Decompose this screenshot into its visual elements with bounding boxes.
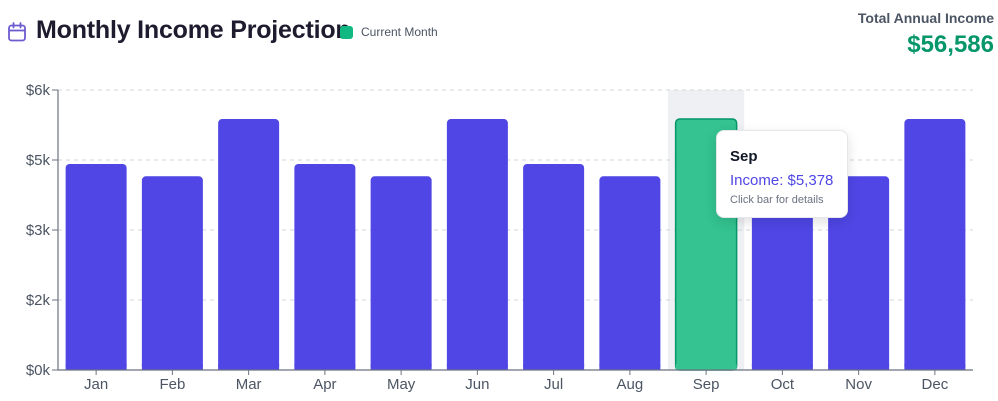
x-tick-label: Feb: [159, 376, 185, 393]
bar-base: [294, 364, 356, 370]
x-tick-label: Jun: [465, 376, 489, 393]
bar-tooltip: Sep Income: $5,378 Click bar for details: [716, 130, 848, 218]
total-annual-income-value: $56,586: [907, 31, 994, 58]
x-tick-label: Jul: [544, 376, 563, 393]
bar-jun[interactable]: [446, 119, 508, 370]
total-annual-income-label: Total Annual Income: [857, 10, 994, 26]
x-tick-label: Apr: [313, 376, 336, 393]
x-tick-label: Oct: [771, 376, 795, 393]
y-tick-label: $6k: [26, 82, 51, 99]
x-tick-label: Sep: [693, 376, 720, 393]
bar-base: [218, 364, 280, 370]
tooltip-income: Income: $5,378: [730, 172, 834, 189]
bar-oct[interactable]: [751, 176, 813, 370]
chart-legend: Current Month: [340, 25, 438, 39]
y-tick-label: $5k: [26, 152, 51, 169]
bar-base: [751, 364, 813, 370]
bar-jan[interactable]: [65, 164, 127, 370]
bar-base: [828, 364, 890, 370]
bar-base: [65, 364, 127, 370]
bar-base: [446, 364, 508, 370]
bar-dec[interactable]: [904, 119, 966, 370]
legend-label-current-month: Current Month: [361, 25, 438, 39]
bar-base: [675, 364, 737, 370]
chart-title: Monthly Income Projection: [36, 16, 351, 44]
bar-may[interactable]: [370, 176, 432, 370]
bar-feb[interactable]: [141, 176, 203, 370]
bar-base: [904, 364, 966, 370]
legend-swatch-current-month: [340, 25, 353, 39]
x-tick-label: Aug: [617, 376, 644, 393]
y-tick-label: $3k: [26, 222, 51, 239]
bar-base: [370, 364, 432, 370]
bar-base: [523, 364, 585, 370]
y-tick-label: $0k: [26, 362, 51, 379]
x-tick-label: Dec: [922, 376, 949, 393]
bar-aug[interactable]: [599, 176, 661, 370]
bar-base: [141, 364, 203, 370]
bar-base: [599, 364, 661, 370]
x-tick-label: Mar: [236, 376, 262, 393]
chart-header: Monthly Income Projection Current Month …: [0, 0, 998, 80]
x-tick-label: Jan: [84, 376, 108, 393]
bar-nov[interactable]: [828, 176, 890, 370]
bar-apr[interactable]: [294, 164, 356, 370]
tooltip-hint: Click bar for details: [730, 194, 824, 206]
calendar-icon: [6, 21, 28, 43]
bar-jul[interactable]: [523, 164, 585, 370]
y-tick-label: $2k: [26, 292, 51, 309]
tooltip-month: Sep: [730, 148, 758, 165]
x-tick-label: May: [387, 376, 416, 393]
x-tick-label: Nov: [845, 376, 872, 393]
bar-mar[interactable]: [218, 119, 280, 370]
